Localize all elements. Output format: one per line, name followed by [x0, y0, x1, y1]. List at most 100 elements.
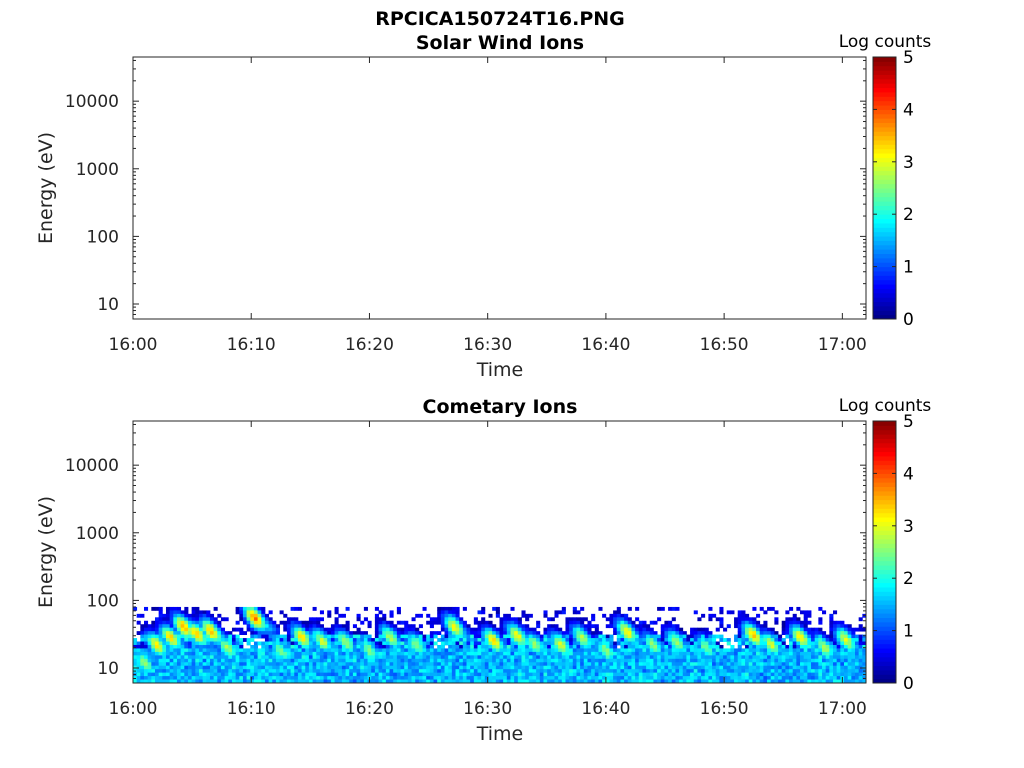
spectrogram-cell — [844, 676, 849, 680]
spectrogram-cell — [565, 620, 570, 625]
spectrogram-cell — [836, 634, 841, 639]
spectrogram-cell — [202, 672, 207, 677]
spectrogram-cell — [154, 648, 160, 653]
spectrogram-cell — [308, 676, 313, 680]
spectrogram-cell — [785, 617, 790, 622]
spectrogram-cell — [165, 620, 171, 625]
spectrogram-cell — [165, 617, 171, 622]
spectrogram-cell — [173, 631, 178, 635]
spectrogram-cell — [481, 651, 486, 656]
spectrogram-cell — [133, 651, 138, 656]
spectrogram-cell — [591, 665, 596, 670]
spectrogram-cell — [334, 676, 339, 680]
spectrogram-cell — [613, 620, 618, 625]
spectrogram-cell — [133, 662, 138, 667]
y-tick-label: 100 — [87, 591, 119, 611]
spectrogram-cell — [462, 669, 467, 674]
spectrogram-cell — [627, 672, 632, 677]
spectrogram-cell — [807, 613, 812, 618]
spectrogram-cell — [484, 679, 489, 684]
spectrogram-cell — [400, 620, 405, 625]
spectrogram-cell — [323, 641, 328, 646]
spectrogram-cell — [352, 631, 357, 635]
spectrogram-cell — [679, 634, 684, 639]
spectrogram-cell — [697, 634, 702, 639]
spectrogram-cell — [844, 624, 849, 629]
spectrogram-cell — [165, 606, 171, 611]
spectrogram-cell — [543, 665, 548, 670]
spectrogram-cell — [521, 662, 526, 667]
spectrogram-cell — [147, 676, 152, 680]
spectrogram-cell — [759, 644, 764, 649]
spectrogram-cell — [393, 638, 398, 642]
spectrogram-cell — [290, 606, 295, 611]
spectrogram-cell — [228, 665, 233, 670]
spectrogram-cell — [536, 665, 541, 670]
spectrogram-cell — [220, 651, 226, 656]
spectrogram-cell — [814, 627, 819, 632]
spectrogram-cell — [327, 658, 332, 663]
spectrogram-cell — [187, 644, 193, 649]
spectrogram-cell — [745, 641, 750, 646]
spectrogram-cell — [378, 655, 383, 660]
spectrogram-cell — [316, 631, 321, 635]
colorbar-segment — [873, 236, 896, 241]
spectrogram-cell — [631, 644, 636, 649]
spectrogram-cell — [822, 669, 827, 674]
spectrogram-cell — [415, 613, 420, 618]
spectrogram-cell — [374, 624, 379, 629]
spectrogram-cell — [133, 606, 138, 611]
y-tick-label: 1000 — [76, 524, 119, 544]
spectrogram-cell — [642, 648, 647, 653]
spectrogram-cell — [231, 648, 237, 653]
spectrogram-cell — [140, 648, 145, 653]
spectrogram-cell — [712, 658, 717, 663]
spectrogram-cell — [319, 627, 324, 632]
spectrogram-cell — [800, 638, 805, 642]
spectrogram-cell — [550, 624, 555, 629]
spectrogram-cell — [620, 613, 625, 618]
spectrogram-cell — [389, 679, 394, 684]
spectrogram-cell — [525, 634, 530, 639]
spectrogram-cell — [660, 672, 665, 677]
spectrogram-cell — [158, 672, 163, 677]
spectrogram-cell — [319, 676, 324, 680]
spectrogram-cell — [429, 651, 434, 656]
spectrogram-cell — [536, 658, 541, 663]
spectrogram-cell — [591, 644, 596, 649]
spectrogram-cell — [257, 676, 262, 680]
spectrogram-cell — [778, 676, 783, 680]
spectrogram-cell — [437, 658, 442, 663]
colorbar-segment — [873, 525, 896, 531]
spectrogram-cell — [286, 617, 291, 622]
spectrogram-cell — [682, 676, 687, 680]
spectrogram-cell — [580, 662, 585, 667]
spectrogram-cell — [627, 641, 632, 646]
spectrogram-cell — [800, 651, 805, 656]
spectrogram-cell — [532, 662, 537, 667]
spectrogram-cell — [367, 655, 372, 660]
spectrogram-cell — [250, 610, 255, 615]
spectrogram-cell — [770, 606, 775, 611]
spectrogram-cell — [426, 672, 431, 677]
spectrogram-cell — [360, 648, 365, 653]
spectrogram-cell — [539, 641, 544, 646]
spectrogram-cell — [833, 641, 838, 646]
spectrogram-cell — [158, 634, 163, 639]
spectrogram-cell — [367, 672, 372, 677]
spectrogram-cell — [572, 627, 577, 632]
spectrogram-cell — [195, 672, 200, 677]
spectrogram-cell — [429, 679, 434, 684]
spectrogram-cell — [290, 648, 295, 653]
spectrogram-cell — [510, 662, 515, 667]
spectrogram-cell — [840, 634, 845, 639]
colorbar-segment — [873, 188, 896, 193]
spectrogram-cell — [217, 655, 222, 660]
spectrogram-cell — [374, 620, 379, 625]
spectrogram-cell — [411, 676, 416, 680]
colorbar-segment — [873, 139, 896, 145]
spectrogram-cell — [448, 631, 453, 635]
spectrogram-cell — [440, 672, 445, 677]
spectrogram-cell — [517, 669, 522, 674]
spectrogram-cell — [719, 665, 724, 670]
